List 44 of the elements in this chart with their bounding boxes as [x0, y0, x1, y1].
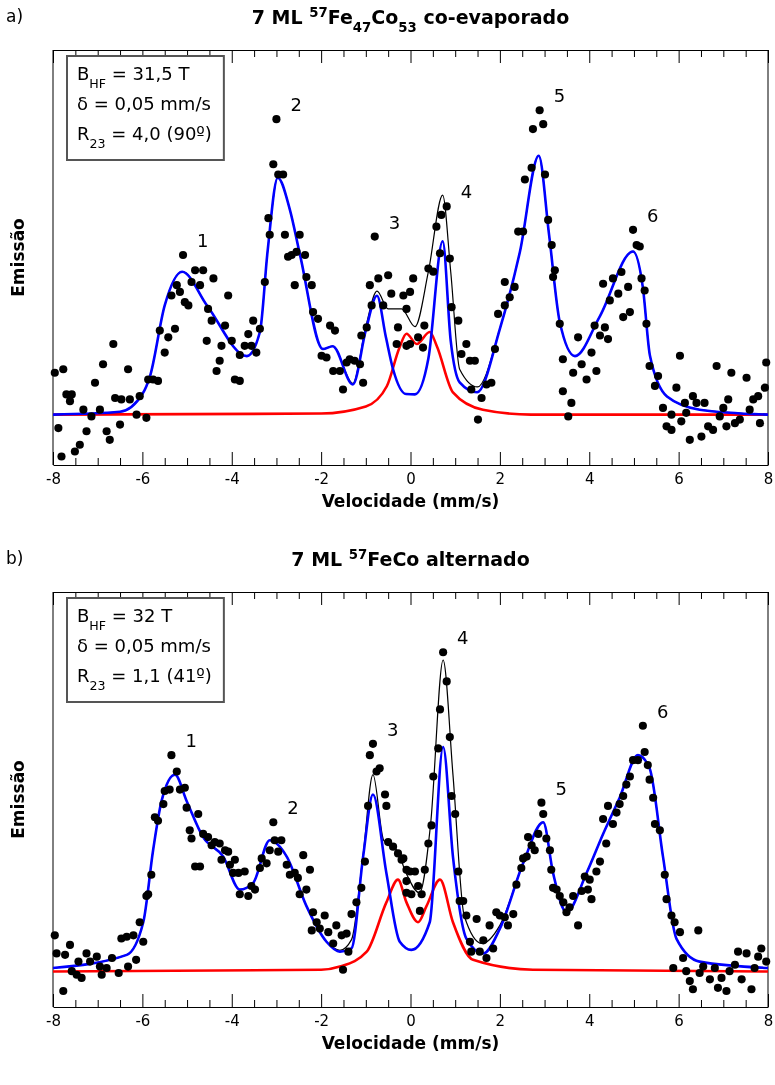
- x-tick-label: -6: [135, 1011, 151, 1030]
- x-tick-label: -4: [224, 469, 240, 488]
- annotation: 6: [647, 204, 659, 226]
- y-axis-title: Emissão: [8, 218, 28, 297]
- annotation: δ = 0,05 mm/s: [77, 93, 211, 114]
- annotation: δ = 0,05 mm/s: [77, 635, 211, 656]
- annotation: 2: [290, 94, 302, 116]
- x-tick-label: -8: [46, 1011, 61, 1030]
- annotation: 6: [656, 700, 669, 722]
- chart-title: 7 ML $^{57}$Fe$_{47}$Co$_{53}$ co-evaporado: [251, 4, 570, 35]
- text: B$_{HF}$ = 31,5 T: [77, 63, 191, 91]
- annotation: 4: [457, 627, 469, 649]
- x-tick-label: 2: [495, 1011, 506, 1030]
- x-tick-label: 4: [584, 1011, 595, 1030]
- chart-title: 7 ML $^{57}$FeCo alternado: [291, 546, 530, 570]
- annotation: 5: [555, 777, 567, 799]
- annotation: 3: [388, 211, 401, 233]
- text: a): [6, 6, 24, 26]
- x-tick-label: -2: [314, 469, 330, 488]
- x-tick-label: 8: [763, 469, 774, 488]
- annotation: 1: [185, 730, 197, 752]
- text: b): [6, 548, 24, 568]
- annotation: 5: [553, 85, 566, 107]
- x-tick-label: 8: [763, 1011, 774, 1030]
- x-tick-label: -2: [314, 1011, 330, 1030]
- x-tick-label: -4: [224, 1011, 240, 1030]
- text: B$_{HF}$ = 32 T: [77, 605, 174, 633]
- annotation: 2: [287, 797, 299, 819]
- x-tick-label: 4: [584, 469, 595, 488]
- x-axis-title: Velocidade (mm/s): [321, 1033, 500, 1053]
- x-tick-label: -8: [46, 469, 61, 488]
- annotation: 3: [386, 718, 399, 740]
- x-tick-label: 0: [406, 469, 416, 488]
- annotation: R$_{23}$ = 1,1 (41º): [77, 665, 212, 693]
- x-tick-label: 6: [674, 469, 684, 488]
- x-tick-label: -6: [135, 469, 151, 488]
- x-axis-title: Velocidade (mm/s): [321, 491, 500, 511]
- x-tick-label: 2: [495, 469, 506, 488]
- y-axis-title: Emissão: [8, 760, 28, 839]
- x-tick-label: 6: [674, 1011, 684, 1030]
- annotation: 1: [197, 230, 209, 252]
- annotation: 4: [460, 181, 473, 203]
- x-tick-label: 0: [406, 1011, 416, 1030]
- annotation: R$_{23}$ = 4,0 (90º): [77, 123, 212, 151]
